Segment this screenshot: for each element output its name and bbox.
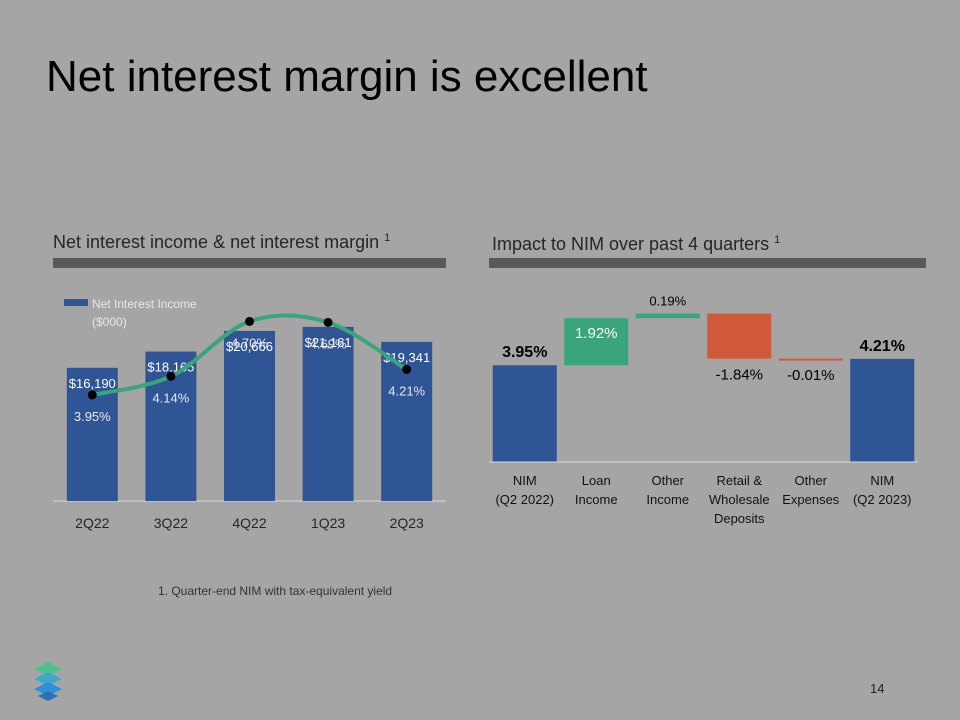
legend-label: Net Interest Income: [92, 297, 197, 311]
left-panel-title: Net interest income & net interest margi…: [53, 232, 390, 253]
left-panel-rule: [53, 258, 446, 268]
slide-title: Net interest margin is excellent: [46, 52, 648, 101]
company-logo-icon: [34, 662, 62, 701]
nii-bar-value-label: $20,666: [226, 339, 273, 354]
waterfall-category-label: Loan: [582, 473, 611, 488]
waterfall-value-label: 1.92%: [575, 325, 618, 342]
nim-point: [166, 371, 176, 381]
waterfall-category-label: NIM: [870, 473, 894, 488]
waterfall-category-label: Other: [794, 473, 827, 488]
nim-point: [87, 390, 97, 400]
left-panel-title-superscript: 1: [384, 232, 391, 244]
waterfall-bar: [564, 318, 629, 366]
waterfall-bar: [492, 365, 557, 462]
nim-point-label: 4.14%: [152, 390, 189, 405]
waterfall-bar: [778, 358, 843, 361]
right-panel-title-text: Impact to NIM over past 4 quarters: [492, 234, 770, 254]
nii-bar-value-label: $21,161: [305, 335, 352, 350]
waterfall-value-label: 3.95%: [502, 344, 547, 361]
nim-point-label: 3.95%: [74, 409, 111, 424]
waterfall-category-label: NIM: [513, 473, 537, 488]
waterfall-bar: [635, 313, 700, 319]
footnote: 1. Quarter-end NIM with tax-equivalent y…: [158, 584, 393, 598]
nim-point-label: 4.70%: [231, 335, 268, 350]
right-panel-rule: [489, 258, 926, 268]
x-tick-label: 2Q23: [390, 515, 424, 531]
waterfall-bar: [707, 313, 772, 359]
nim-point-label: 4.69%: [310, 336, 347, 351]
nii-bar: [302, 326, 354, 501]
waterfall-value-label: -0.01%: [787, 367, 835, 384]
x-tick-label: 2Q22: [75, 515, 109, 531]
waterfall-category-label: Deposits: [714, 511, 765, 526]
legend-label-unit: ($000): [92, 315, 127, 329]
right-panel-title-superscript: 1: [774, 234, 781, 246]
left-panel-title-text: Net interest income & net interest margi…: [53, 232, 380, 252]
nii-bar: [224, 330, 275, 501]
right-panel-title: Impact to NIM over past 4 quarters 1: [492, 234, 780, 255]
nim-point: [402, 364, 412, 374]
x-tick-label: 4Q22: [232, 515, 266, 531]
nim-point-label: 4.21%: [388, 383, 425, 398]
x-tick-label: 1Q23: [311, 515, 345, 531]
nim-point: [245, 316, 254, 326]
page-number: 14: [870, 681, 885, 696]
waterfall-value-label: 4.21%: [860, 338, 905, 355]
waterfall-category-label: (Q2 2022): [495, 492, 554, 507]
waterfall-category-label: Income: [646, 492, 689, 507]
waterfall-bar: [850, 358, 915, 462]
nim-point: [323, 317, 333, 327]
waterfall-category-label: Wholesale: [709, 492, 770, 507]
waterfall-category-label: Retail &: [716, 473, 762, 488]
waterfall-category-label: Expenses: [782, 492, 840, 507]
waterfall-category-label: Other: [651, 473, 684, 488]
waterfall-value-label: -1.84%: [715, 367, 763, 384]
nii-bar-value-label: $16,190: [69, 376, 116, 391]
legend-swatch: [64, 299, 88, 306]
waterfall-category-label: Income: [575, 492, 618, 507]
waterfall-category-label: (Q2 2023): [853, 492, 912, 507]
x-tick-label: 3Q22: [154, 515, 188, 531]
waterfall-value-label: 0.19%: [649, 294, 686, 309]
